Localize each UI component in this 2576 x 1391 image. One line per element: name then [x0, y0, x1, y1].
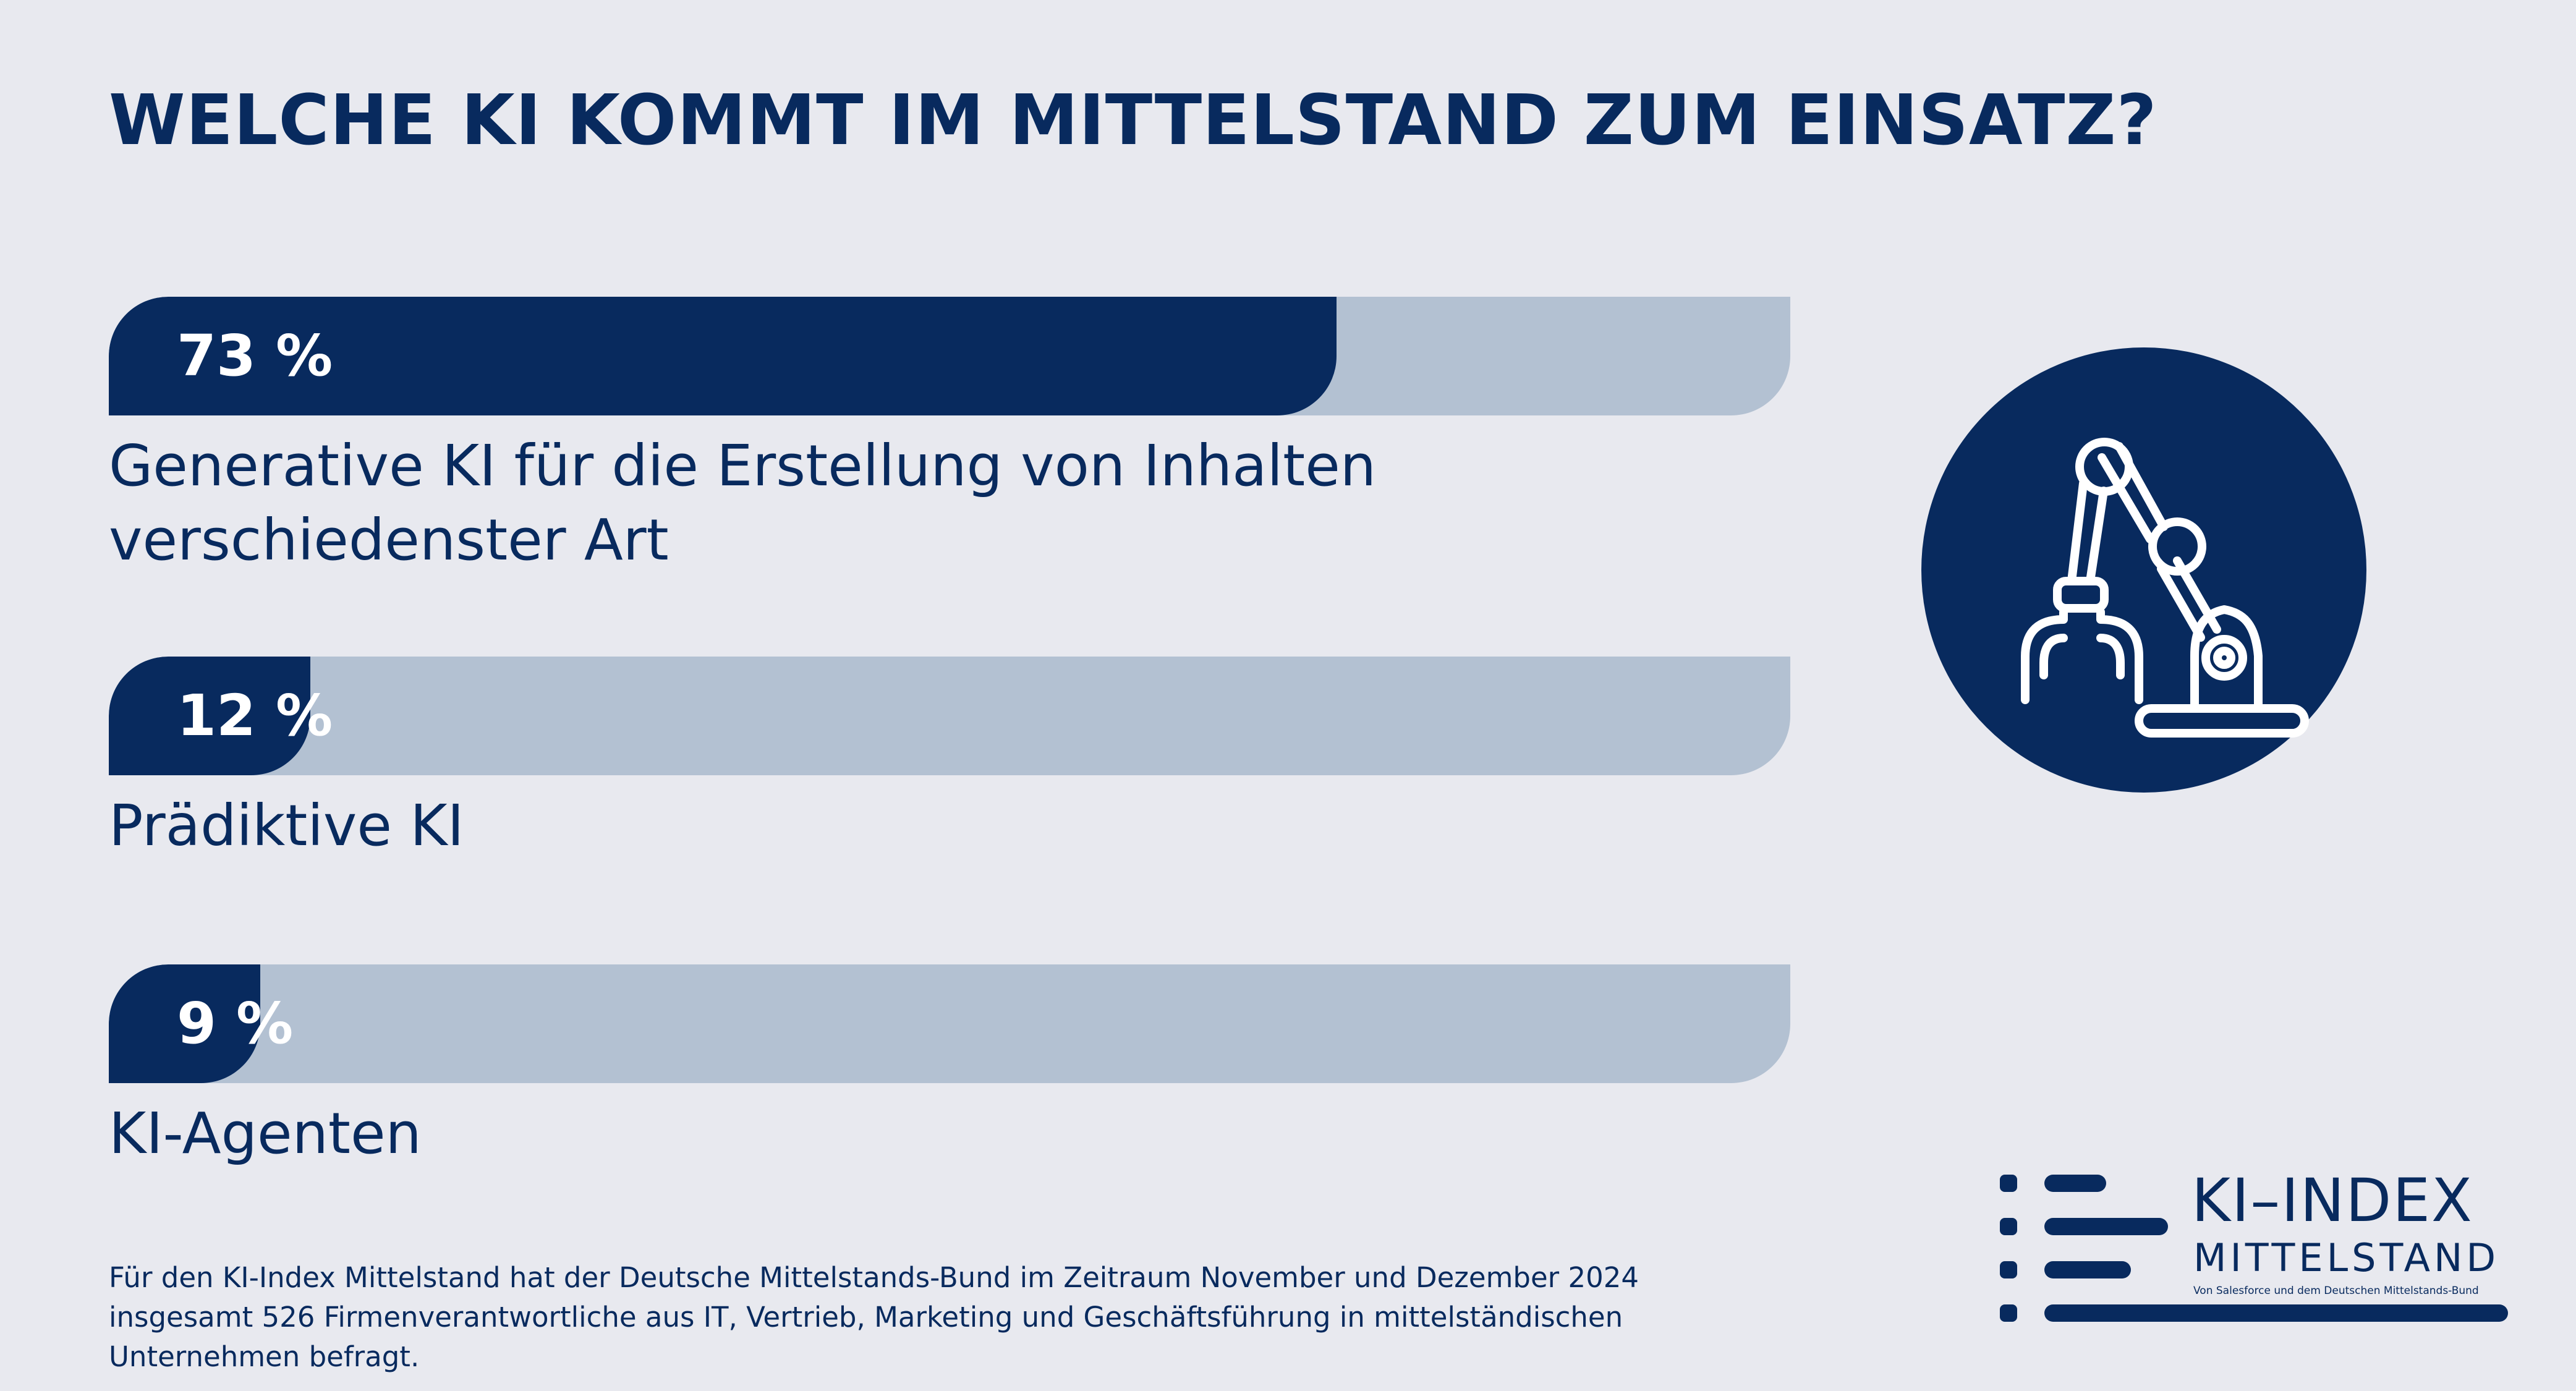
bar-value-label: 12 % [177, 683, 333, 749]
robot-arm-icon [2021, 438, 2309, 738]
bar-item: 73 % Generative KI für die Erstellung von… [109, 297, 1790, 577]
bar-category-label: Prädiktive KI [109, 793, 464, 859]
bar-fill [109, 964, 260, 1083]
bar-fill [109, 297, 1337, 415]
logo-subtitle: MITTELSTAND [2193, 1235, 2500, 1280]
bar-fill [109, 657, 311, 775]
bar-item: 9 % KI-Agenten [109, 964, 1790, 1171]
bar-track: 12 % [109, 657, 1790, 775]
ki-index-logo: KI–INDEX MITTELSTAND Von Salesforce und … [2000, 1166, 2513, 1334]
footnote: Für den KI-Index Mittelstand hat der Deu… [109, 1261, 1639, 1373]
bar-category-label: Generative KI für die Erstellung von Inh… [109, 433, 1377, 573]
logo-title: KI–INDEX [2191, 1166, 2473, 1235]
robot-arm-illustration [1921, 347, 2366, 793]
bar-value-label: 73 % [177, 323, 333, 389]
bar-value-label: 9 % [177, 990, 294, 1057]
page-title: WELCHE KI KOMMT IM MITTELSTAND ZUM EINSA… [109, 80, 2157, 161]
bar-category-label: KI-Agenten [109, 1100, 422, 1167]
index-lines-icon [2000, 1175, 2508, 1322]
bar-track: 9 % [109, 964, 1790, 1083]
bar-item: 12 % Prädiktive KI [109, 657, 1790, 863]
logo-tagline: Von Salesforce und dem Deutschen Mittels… [2193, 1285, 2479, 1297]
bar-track: 73 % [109, 297, 1790, 415]
